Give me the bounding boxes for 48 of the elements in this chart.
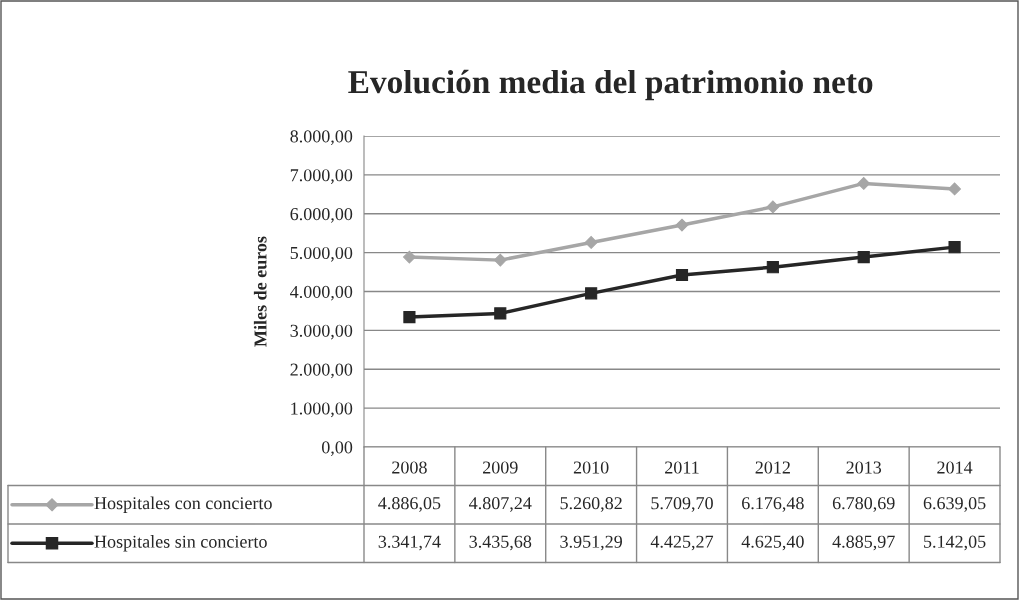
point xyxy=(675,268,689,282)
point xyxy=(766,261,779,274)
data-label: 4.807,24 xyxy=(469,497,532,512)
point xyxy=(403,311,416,324)
data-label: 5.260,82 xyxy=(560,497,622,512)
x-tick-label: 2010 xyxy=(573,461,609,474)
data-label: 4.425,27 xyxy=(650,535,714,551)
y-tick-label: 0,00 xyxy=(321,441,353,457)
data-label: 5.709,70 xyxy=(651,497,713,512)
point xyxy=(494,307,507,320)
y-tick-label: 8.000,00 xyxy=(290,130,353,146)
x-tick-label: 2013 xyxy=(846,461,882,474)
point xyxy=(857,176,871,190)
x-tick-label: 2014 xyxy=(937,461,973,474)
data-label: 6.780,69 xyxy=(832,497,895,512)
point xyxy=(585,287,598,300)
y-tick-label: 1.000,00 xyxy=(291,402,353,418)
y-tick-label: 2.000,00 xyxy=(290,363,353,379)
point xyxy=(766,200,780,214)
x-tick-label: 2008 xyxy=(392,461,427,474)
y-tick-label: 5.000,00 xyxy=(290,246,353,262)
data-label: 3.435,68 xyxy=(469,535,532,551)
y-tick-label: 3.000,00 xyxy=(290,324,353,340)
x-tick-label: 2009 xyxy=(483,461,518,474)
y-tick-label: 6.000,00 xyxy=(290,208,353,223)
data-label: 3.951,29 xyxy=(560,535,622,551)
y-tick-label: 7.000,00 xyxy=(290,169,353,184)
x-tick-label: 2012 xyxy=(755,461,790,474)
point xyxy=(948,241,961,254)
data-label: 4.625,40 xyxy=(741,535,804,551)
point xyxy=(584,236,598,249)
data-label: 6.639,05 xyxy=(923,497,986,512)
point xyxy=(493,253,507,267)
legend-label: Hospitales sin concierto xyxy=(94,535,267,552)
chart-title: Evolución media del patrimonio neto xyxy=(348,69,873,101)
data-label: 5.142,05 xyxy=(924,535,986,551)
point xyxy=(857,250,870,264)
point xyxy=(675,218,689,232)
point xyxy=(403,250,416,264)
data-label: 4.886,05 xyxy=(378,497,441,512)
y-axis-title: Miles de euros xyxy=(253,236,267,347)
legend-label: Hospitales con concierto xyxy=(94,496,272,513)
data-label: 3.341,74 xyxy=(378,535,441,551)
y-tick-label: 4.000,00 xyxy=(290,285,353,301)
x-tick-label: 2011 xyxy=(665,461,699,474)
data-label: 4.885,97 xyxy=(832,535,895,551)
point xyxy=(948,182,961,196)
data-label: 6.176,48 xyxy=(742,497,804,512)
